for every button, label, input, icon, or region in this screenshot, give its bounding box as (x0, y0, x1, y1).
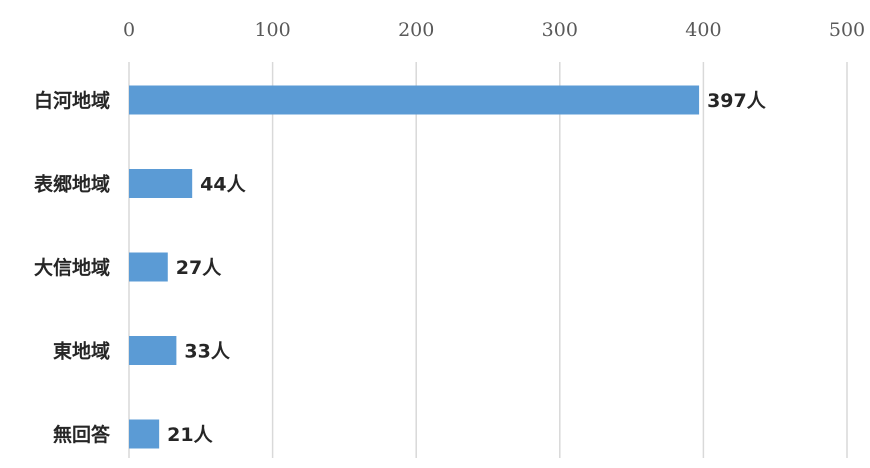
bar-1 (129, 169, 193, 198)
x-axis-ticks: 0 100 200 300 400 500 (123, 19, 865, 41)
data-label: 44人 (200, 174, 246, 196)
x-tick-label: 400 (685, 19, 721, 41)
category-label: 白河地域 (34, 89, 110, 112)
bars (129, 85, 700, 449)
data-labels: 397人 44人 27人 33人 21人 (167, 90, 767, 446)
gridlines (128, 62, 848, 458)
x-tick-label: 500 (829, 19, 865, 41)
bar-3 (129, 336, 177, 365)
x-tick-label: 100 (254, 19, 290, 41)
category-label: 東地域 (53, 340, 110, 363)
x-tick-label: 300 (542, 19, 578, 41)
category-label: 大信地域 (34, 256, 110, 279)
data-label: 397人 (707, 90, 767, 112)
data-label: 27人 (176, 257, 222, 279)
data-label: 21人 (167, 424, 213, 446)
bar-0 (129, 85, 700, 115)
bar-4 (129, 419, 160, 449)
bar-2 (129, 252, 168, 282)
data-label: 33人 (184, 341, 230, 363)
x-tick-label: 0 (123, 19, 135, 41)
category-label: 無回答 (53, 423, 111, 446)
x-tick-label: 200 (398, 19, 434, 41)
category-label: 表郷地域 (34, 173, 110, 196)
